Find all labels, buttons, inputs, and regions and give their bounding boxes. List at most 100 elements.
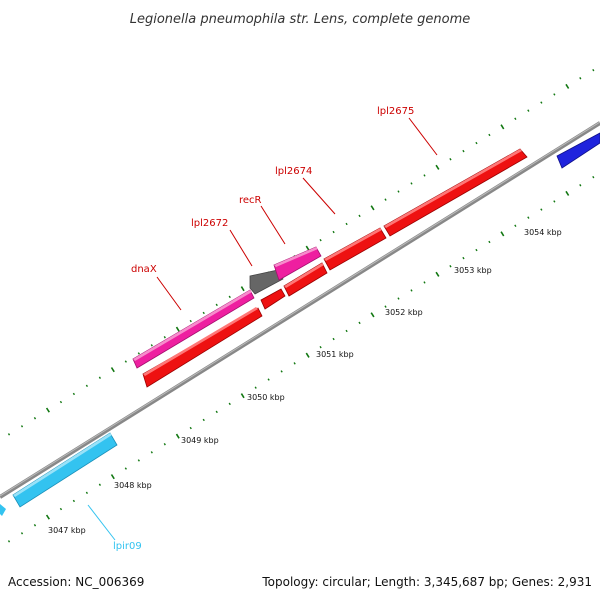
inner-track-tick (358, 321, 361, 325)
gene-label-recr[interactable]: recR (239, 195, 262, 206)
outer-track-tick (202, 311, 205, 315)
genome-backbone (0, 121, 600, 499)
feature-unknown-grey[interactable] (249, 269, 284, 295)
outer-track-tick (527, 109, 530, 112)
feature-recr[interactable] (273, 246, 322, 281)
inner-track-tick (59, 507, 63, 511)
inner-track-tick (449, 265, 452, 268)
inner-track-tick (240, 393, 245, 399)
feature-red-4[interactable] (323, 227, 387, 271)
outer-track-tick (7, 433, 11, 436)
scale-label-3049: 3049 kbp (181, 436, 219, 445)
outer-track-tick (59, 400, 63, 404)
outer-track-tick (384, 198, 387, 201)
gene-label-lpl2675[interactable]: lpl2675 (377, 106, 414, 117)
outer-track-tick (163, 336, 166, 339)
feature-lpl2672[interactable] (142, 307, 263, 388)
outer-track-tick (98, 376, 102, 379)
map-title: Legionella pneumophila str. Lens, comple… (130, 12, 471, 27)
outer-track-tick (540, 101, 543, 104)
outer-track-tick (514, 117, 517, 120)
outer-track-tick (592, 68, 595, 72)
inner-track-tick (435, 271, 440, 277)
leader-lpl2674 (302, 177, 336, 215)
outer-track-tick (175, 326, 180, 332)
inner-track-tick (98, 483, 102, 486)
inner-track-tick (124, 467, 127, 470)
inner-track-tick (45, 514, 50, 520)
inner-track-tick (527, 216, 530, 219)
outer-track-tick (137, 352, 140, 355)
feature-small-cyan[interactable] (0, 504, 6, 516)
outer-track-tick (110, 367, 115, 373)
inner-track-tick (163, 443, 166, 446)
outer-track-tick (319, 238, 322, 242)
outer-track-tick (579, 77, 582, 80)
outer-track-tick (358, 214, 361, 218)
genome-summary-text: Topology: circular; Length: 3,345,687 bp… (261, 575, 592, 589)
outer-track-tick (240, 286, 245, 292)
outer-track-tick (410, 182, 413, 185)
gene-label-lpir09[interactable]: lpir09 (113, 541, 142, 552)
outer-track-tick (150, 344, 153, 347)
outer-track-tick (488, 133, 491, 137)
leader-lpir09 (87, 504, 116, 541)
scale-label-3052: 3052 kbp (385, 308, 423, 317)
inner-track-tick (319, 345, 322, 349)
scale-label-3050: 3050 kbp (247, 393, 285, 402)
outer-track-tick (475, 141, 478, 145)
inner-track-tick (7, 540, 11, 543)
inner-track-tick (488, 240, 491, 244)
inner-track-tick (20, 532, 24, 535)
inner-track-tick (579, 184, 582, 187)
inner-track-tick (475, 248, 478, 252)
inner-track-tick (293, 362, 296, 365)
inner-track-tick (267, 378, 270, 381)
inner-track-tick (345, 329, 348, 333)
feature-lpl2675[interactable] (383, 148, 528, 237)
leader-dnax (156, 276, 182, 311)
inner-track-tick (384, 305, 387, 308)
feature-red-2[interactable] (260, 288, 286, 310)
inner-track-tick (110, 474, 115, 480)
inner-track-tick (150, 451, 153, 454)
outer-track-tick (124, 360, 127, 363)
gene-label-lpl2674[interactable]: lpl2674 (275, 166, 312, 177)
gene-label-dnax[interactable]: dnaX (131, 264, 157, 275)
outer-track-tick (332, 230, 335, 234)
inner-track-tick (305, 352, 310, 358)
outer-track-tick (72, 392, 76, 396)
inner-tick-track (7, 175, 595, 543)
outer-track-tick (228, 295, 231, 299)
feature-dnax[interactable] (132, 289, 255, 369)
inner-track-tick (423, 281, 426, 284)
feature-lpl2674[interactable] (283, 262, 328, 297)
inner-track-tick (370, 312, 375, 318)
inner-track-tick (189, 426, 192, 430)
inner-track-tick (553, 200, 556, 203)
inner-track-tick (592, 175, 595, 179)
outer-track-tick (305, 245, 310, 251)
feature-lpir09[interactable] (12, 432, 118, 508)
gene-label-lpl2672[interactable]: lpl2672 (191, 218, 228, 229)
outer-track-tick (45, 407, 50, 413)
inner-track-tick (540, 208, 543, 211)
scale-label-3053: 3053 kbp (454, 266, 492, 275)
inner-track-tick (397, 297, 400, 300)
scale-label-3054: 3054 kbp (524, 228, 562, 237)
inner-track-tick (462, 256, 465, 260)
inner-track-tick (175, 433, 180, 439)
outer-track-tick (20, 425, 24, 428)
inner-track-tick (72, 499, 76, 503)
inner-track-tick (514, 224, 517, 227)
outer-track-tick (33, 417, 37, 420)
leader-lpl2675 (408, 117, 438, 156)
scale-label-3051: 3051 kbp (316, 350, 354, 359)
feature-blue[interactable] (556, 132, 600, 169)
outer-track-tick (345, 222, 348, 226)
inner-track-tick (33, 524, 37, 527)
inner-track-tick (254, 386, 257, 389)
inner-track-tick (137, 459, 140, 462)
inner-track-tick (410, 289, 413, 292)
